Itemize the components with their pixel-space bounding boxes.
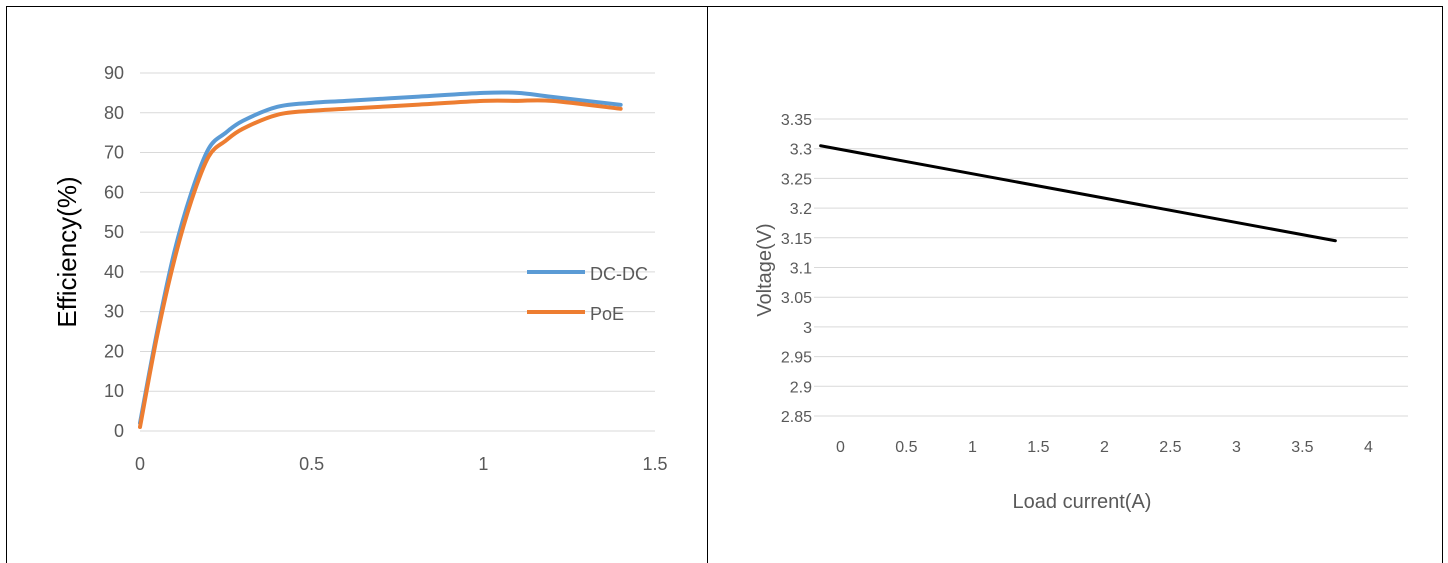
y-tick-label: 30 xyxy=(104,302,124,322)
y-tick-label: 2.85 xyxy=(781,409,812,426)
x-tick-label: 3.5 xyxy=(1291,439,1313,456)
x-tick-label: 0 xyxy=(836,439,845,456)
x-axis-label: Load current(A) xyxy=(1013,491,1152,513)
legend: DC-DC PoE xyxy=(527,264,648,324)
y-tick-label: 3.2 xyxy=(790,201,812,218)
y-axis-label: Voltage(V) xyxy=(754,223,776,316)
y-tick-label: 3.1 xyxy=(790,261,812,278)
legend-label-poe: PoE xyxy=(590,304,624,324)
y-tick-label: 2.95 xyxy=(781,350,812,367)
y-tick-label: 3.25 xyxy=(781,171,812,188)
x-tick-label: 3 xyxy=(1232,439,1241,456)
x-tick-label: 1 xyxy=(968,439,977,456)
y-tick-label: 2.9 xyxy=(790,379,812,396)
y-tick-label: 10 xyxy=(104,381,124,401)
x-tick-label: 0 xyxy=(135,454,145,474)
x-tick-label: 1.5 xyxy=(642,454,667,474)
series-line-voltage xyxy=(819,144,1337,243)
x-tick-label: 1 xyxy=(478,454,488,474)
x-tick-label: 0.5 xyxy=(895,439,917,456)
y-tick-label: 0 xyxy=(114,421,124,441)
y-tick-label: 3.3 xyxy=(790,142,812,159)
efficiency-chart: 0 10 20 30 40 50 60 70 80 90 0 0.5 1 1.5 Efficiency(… xyxy=(52,63,668,474)
x-tick-label: 2 xyxy=(1100,439,1109,456)
y-tick-label: 3.15 xyxy=(781,231,812,248)
y-tick-label: 3.05 xyxy=(781,290,812,307)
legend-label-dc-dc: DC-DC xyxy=(590,264,648,284)
y-tick-label: 3 xyxy=(803,320,812,337)
efficiency-chart-panel xyxy=(6,6,708,563)
x-tick-label: 2.5 xyxy=(1159,439,1181,456)
voltage-chart: 2.85 2.9 2.95 3 3.05 3.1 3.15 3.2 3.25 3.3 3.35 0 0… xyxy=(754,112,1408,513)
y-axis-label: Efficiency(%) xyxy=(52,176,82,327)
y-tick-label: 70 xyxy=(104,143,124,163)
y-tick-label: 80 xyxy=(104,103,124,123)
y-tick-label: 60 xyxy=(104,182,124,202)
y-tick-label: 20 xyxy=(104,341,124,361)
y-tick-label: 90 xyxy=(104,63,124,83)
voltage-chart-panel xyxy=(706,6,1443,563)
x-tick-label: 1.5 xyxy=(1027,439,1049,456)
x-tick-label: 0.5 xyxy=(299,454,324,474)
y-tick-label: 40 xyxy=(104,262,124,282)
x-tick-label: 4 xyxy=(1364,439,1373,456)
y-tick-label: 50 xyxy=(104,222,124,242)
series-line-dc-dc xyxy=(138,90,623,426)
series-line-poe xyxy=(138,98,623,430)
y-tick-label: 3.35 xyxy=(781,112,812,129)
